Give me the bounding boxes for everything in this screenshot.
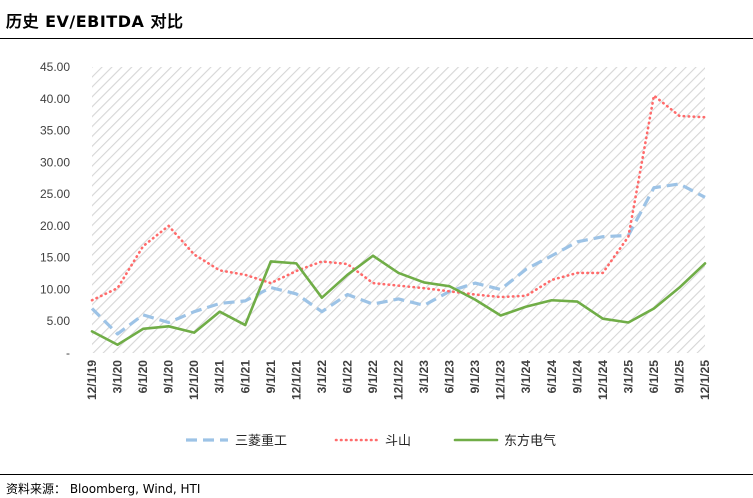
legend-label: 斗山 (385, 434, 411, 449)
x-tick-label: 6/1/24 (545, 360, 559, 394)
series-line-2 (90, 94, 707, 302)
x-tick-label: 3/1/20 (111, 360, 125, 394)
y-tick-label: 35.00 (40, 124, 70, 138)
y-tick-label: 40.00 (40, 92, 70, 106)
x-tick-label: 12/1/19 (85, 360, 99, 400)
y-axis: - 5.00 10.00 15.00 20.00 25.00 30.00 35.00 40.00… (40, 60, 70, 360)
series-layer (90, 94, 707, 347)
y-tick-label: 10.00 (40, 282, 70, 296)
x-tick-label: 12/1/20 (187, 360, 201, 400)
x-tick-label: 6/1/20 (136, 360, 150, 394)
y-tick-label: 30.00 (40, 155, 70, 169)
legend-label: 三菱重工 (235, 433, 287, 449)
x-tick-label: 9/1/25 (672, 360, 686, 394)
x-tick-label: 9/1/20 (162, 360, 176, 394)
y-tick-label: 25.00 (40, 187, 70, 201)
x-tick-label: 9/1/24 (570, 360, 584, 394)
legend: 三菱重工 斗山 东方电气 (186, 433, 556, 449)
y-tick-label: 20.00 (40, 219, 70, 233)
series-line-3 (90, 254, 707, 347)
x-tick-label: 6/1/23 (443, 360, 457, 394)
x-tick-label: 12/1/21 (289, 360, 303, 400)
legend-label: 东方电气 (504, 433, 556, 449)
x-tick-label: 12/1/24 (596, 360, 610, 400)
x-tick-label: 3/1/21 (213, 360, 227, 394)
title-divider (0, 38, 753, 39)
x-tick-label: 3/1/23 (417, 360, 431, 394)
x-tick-label: 9/1/22 (366, 360, 380, 394)
chart: - 5.00 10.00 15.00 20.00 25.00 30.00 35.00 40.00… (40, 60, 712, 449)
x-tick-label: 12/1/25 (698, 360, 712, 400)
x-tick-label: 12/1/23 (494, 360, 508, 400)
x-tick-label: 3/1/24 (519, 360, 533, 394)
y-tick-label: - (66, 346, 70, 360)
x-tick-label: 9/1/21 (264, 360, 278, 394)
x-tick-label: 12/1/22 (392, 360, 406, 400)
footer-divider (0, 474, 753, 475)
x-tick-label: 3/1/22 (315, 360, 329, 394)
y-tick-label: 5.00 (47, 314, 71, 328)
x-tick-label: 3/1/25 (621, 360, 635, 394)
y-tick-label: 45.00 (40, 60, 70, 74)
x-tick-label: 6/1/25 (647, 360, 661, 394)
series-line-1 (90, 182, 706, 336)
x-tick-label: 6/1/21 (238, 360, 252, 394)
source-note: 资料来源： Bloomberg, Wind, HTI (6, 482, 201, 496)
chart-title: 历史 EV/EBITDA 对比 (6, 12, 184, 31)
plot-area (92, 67, 705, 353)
x-tick-label: 6/1/22 (340, 360, 354, 394)
x-tick-label: 9/1/23 (468, 360, 482, 394)
y-tick-label: 15.00 (40, 251, 70, 265)
x-axis: 12/1/19 3/1/20 6/1/20 9/1/20 12/1/20 3/1/21 6/… (85, 360, 712, 400)
